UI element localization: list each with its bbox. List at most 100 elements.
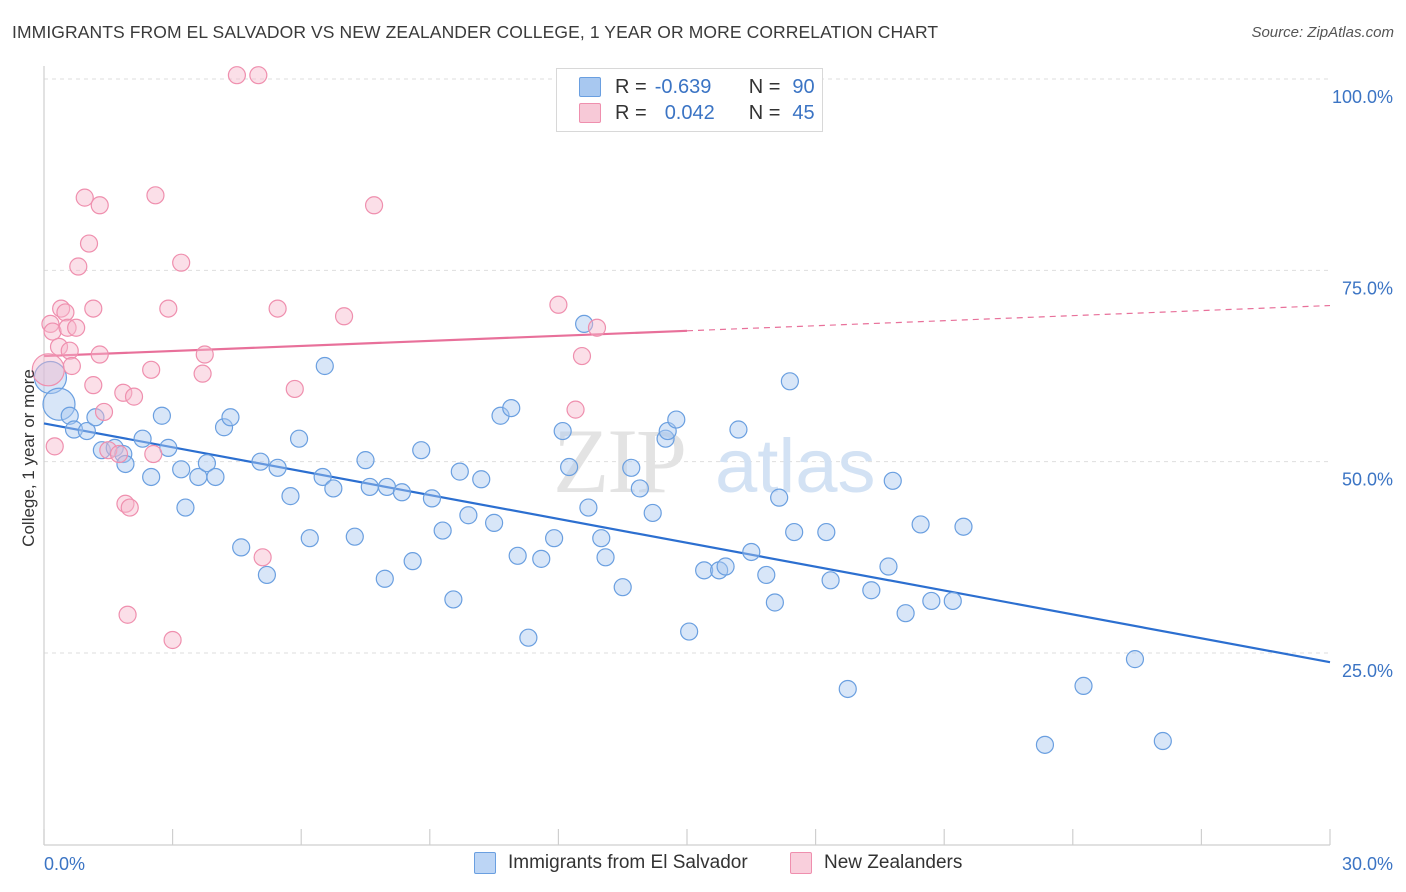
data-point	[281, 487, 300, 506]
data-point	[84, 376, 103, 395]
data-point	[954, 517, 973, 536]
data-point	[232, 538, 251, 557]
data-point	[1153, 731, 1172, 751]
data-point	[324, 479, 343, 498]
data-point	[114, 383, 133, 402]
data-point	[742, 542, 761, 562]
data-point	[75, 188, 94, 207]
legend-label: Immigrants from El Salvador	[508, 852, 748, 873]
chart-title: IMMIGRANTS FROM EL SALVADOR VS NEW ZEALA…	[12, 22, 939, 42]
data-point	[152, 406, 171, 425]
data-point	[765, 593, 784, 612]
data-point	[553, 421, 572, 441]
data-point	[315, 356, 334, 376]
data-point	[459, 506, 478, 525]
data-point	[268, 458, 287, 477]
data-point	[392, 483, 412, 502]
data-point	[42, 387, 76, 421]
data-point	[94, 402, 114, 422]
data-point	[729, 420, 748, 439]
data-point	[133, 429, 152, 448]
y-tick-label: 25.0%	[1342, 661, 1393, 681]
legend-n-label: N =	[748, 75, 781, 98]
data-point	[643, 503, 662, 523]
data-point	[549, 295, 568, 314]
data-point	[142, 360, 161, 379]
data-point	[289, 429, 309, 448]
data-point	[56, 303, 75, 322]
legend-n-value: 90	[792, 75, 815, 98]
data-point	[79, 234, 99, 253]
legend-swatch-blue	[474, 852, 496, 874]
data-points	[31, 66, 1172, 754]
data-point	[257, 565, 277, 585]
data-point	[587, 318, 607, 337]
data-point	[334, 307, 354, 326]
data-point	[60, 341, 79, 360]
data-point	[922, 591, 941, 611]
data-point	[630, 479, 649, 498]
data-point	[1074, 676, 1093, 696]
data-point	[345, 527, 364, 546]
data-point	[502, 398, 521, 418]
data-point	[285, 379, 304, 399]
data-point	[118, 605, 137, 624]
legend-n-value: 45	[792, 101, 815, 124]
data-point	[253, 548, 272, 567]
legend-item-new-zealanders: New Zealanders	[790, 852, 962, 874]
data-point	[268, 299, 287, 318]
data-point	[109, 444, 129, 464]
legend-swatch-blue	[579, 77, 601, 97]
data-point	[251, 452, 270, 471]
data-point	[472, 470, 491, 489]
data-point	[214, 418, 234, 437]
data-point	[116, 454, 135, 474]
axes	[43, 66, 1331, 846]
legend-label: New Zealanders	[824, 852, 963, 873]
trend-line-solid	[43, 329, 688, 358]
data-point	[403, 552, 422, 571]
legend-r-value: 0.042	[664, 101, 715, 124]
data-point	[545, 529, 564, 548]
legend-item-el-salvador: Immigrants from El Salvador	[474, 852, 748, 874]
data-point	[592, 529, 611, 548]
data-point	[757, 565, 776, 585]
data-point	[817, 522, 836, 542]
x-tick-label: 30.0%	[1342, 854, 1393, 874]
data-point	[862, 581, 881, 600]
data-point	[375, 569, 394, 588]
data-point	[422, 489, 442, 508]
data-point	[84, 299, 103, 318]
data-point	[176, 498, 195, 517]
legend-r-label: R =	[615, 75, 647, 98]
data-point	[62, 356, 81, 376]
x-tick-label: 0.0%	[44, 854, 85, 874]
data-point	[159, 299, 178, 318]
data-point	[532, 549, 551, 568]
data-point	[45, 437, 64, 456]
tick-labels: 25.0% 50.0% 75.0% 100.0% 0.0% 30.0%	[44, 87, 1393, 874]
data-point	[821, 571, 840, 590]
data-point	[249, 66, 268, 85]
data-point	[485, 513, 504, 532]
data-point	[1035, 735, 1055, 754]
legend-n-label: N =	[748, 101, 781, 124]
data-point	[566, 400, 585, 419]
data-point	[227, 66, 246, 85]
trend-lines	[43, 304, 1331, 664]
data-point	[120, 498, 139, 517]
data-point	[716, 557, 735, 576]
watermark-atlas: atlas	[715, 424, 876, 509]
data-point	[770, 488, 789, 507]
data-point	[1125, 650, 1145, 669]
chart-source: Source: ZipAtlas.com	[1251, 24, 1394, 41]
data-point	[695, 561, 714, 580]
data-point	[300, 529, 319, 548]
data-point	[433, 521, 452, 540]
legend-r-label: R =	[615, 101, 647, 124]
data-point	[883, 471, 902, 490]
data-point	[943, 591, 962, 611]
legend-row-el-salvador: R = -0.639 N = 90	[579, 74, 815, 100]
data-point	[613, 578, 632, 597]
data-point	[193, 364, 212, 383]
